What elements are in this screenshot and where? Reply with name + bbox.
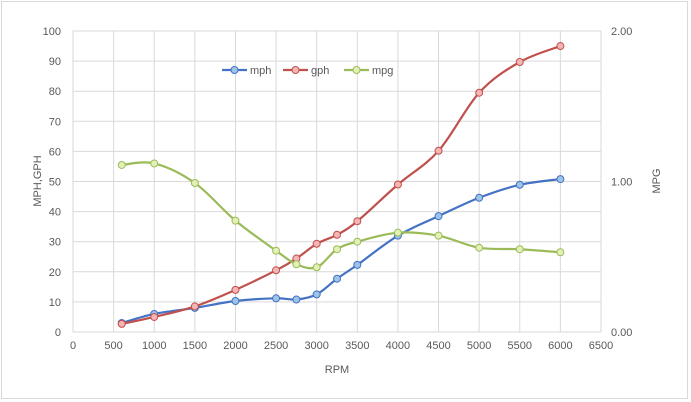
y2-axis-label: MPG xyxy=(651,168,663,193)
x-tick-label: 3000 xyxy=(304,340,328,352)
y-tick-label: 30 xyxy=(49,237,61,249)
series-line-mpg xyxy=(121,161,561,270)
x-tick-label: 500 xyxy=(104,340,122,352)
data-point-mpg xyxy=(515,245,524,254)
data-point-gph xyxy=(312,239,321,248)
y-tick-label: 0 xyxy=(55,327,61,339)
x-tick-label: 2500 xyxy=(264,340,288,352)
y-tick-label: 40 xyxy=(49,207,61,219)
data-point-mpg xyxy=(190,179,199,188)
legend-label: gph xyxy=(311,65,329,77)
data-point-mpg xyxy=(556,248,565,257)
data-point-mpg xyxy=(117,160,126,169)
data-point-mpg xyxy=(475,243,484,252)
x-tick-label: 4000 xyxy=(386,340,410,352)
y-tick-label: 10 xyxy=(49,297,61,309)
x-tick-label: 4500 xyxy=(426,340,450,352)
data-point-mph xyxy=(556,175,565,184)
data-point-mpg xyxy=(312,263,321,272)
y2-tick-labels: 0.00 1.00 2.00 xyxy=(611,26,632,339)
y-tick-label: 90 xyxy=(49,56,61,68)
data-point-mpg xyxy=(150,159,159,168)
legend-item-gph: gph xyxy=(283,65,329,77)
data-point-gph xyxy=(475,88,484,97)
data-point-gph xyxy=(393,180,402,189)
legend-label: mpg xyxy=(372,65,393,77)
y-tick-label: 80 xyxy=(49,86,61,98)
series-line-mph xyxy=(121,178,561,325)
series-lines xyxy=(117,42,565,328)
data-point-gph xyxy=(434,146,443,155)
data-point-gph xyxy=(117,319,126,328)
y-tick-labels: 0 10 20 30 40 50 60 70 80 90 100 xyxy=(43,26,61,339)
data-point-mph xyxy=(434,212,443,221)
y2-tick-label: 2.00 xyxy=(611,26,632,38)
legend-item-mpg: mpg xyxy=(344,65,393,77)
x-axis-label: RPM xyxy=(325,364,349,376)
y2-tick-label: 0.00 xyxy=(611,327,632,339)
data-point-mpg xyxy=(333,245,341,254)
data-point-mph xyxy=(333,274,341,283)
legend: mph gph mpg xyxy=(222,65,393,77)
x-tick-label: 6500 xyxy=(589,340,613,352)
x-tick-label: 5000 xyxy=(467,340,491,352)
data-point-mpg xyxy=(434,231,443,240)
y-tick-label: 50 xyxy=(49,177,61,189)
y-tick-label: 70 xyxy=(49,116,61,128)
data-point-mpg xyxy=(272,246,281,255)
x-tick-label: 0 xyxy=(70,340,76,352)
data-point-mph xyxy=(312,290,321,299)
x-tick-label: 3500 xyxy=(345,340,369,352)
data-point-mpg xyxy=(353,237,362,246)
legend-marker xyxy=(230,66,239,74)
legend-label: mph xyxy=(250,65,271,77)
data-point-mpg xyxy=(231,216,240,225)
legend-item-mph: mph xyxy=(222,65,271,77)
legend-marker xyxy=(291,66,300,74)
data-point-gph xyxy=(556,42,565,51)
x-tick-label: 1000 xyxy=(142,340,166,352)
y2-tick-label: 1.00 xyxy=(611,177,632,189)
x-tick-label: 2000 xyxy=(223,340,247,352)
data-point-mph xyxy=(292,295,301,304)
y-axis-label: MPH,GPH xyxy=(32,155,44,206)
data-point-gph xyxy=(231,285,240,294)
data-point-mpg xyxy=(393,228,402,237)
series-line-gph xyxy=(121,45,561,325)
y-tick-label: 20 xyxy=(49,267,61,279)
x-tick-label: 6000 xyxy=(548,340,572,352)
data-point-mph xyxy=(353,260,362,269)
data-point-gph xyxy=(333,230,341,239)
data-point-gph xyxy=(353,217,362,226)
x-tick-labels: 0 500 1000 1500 2000 2500 3000 3500 4000 4500 5000… xyxy=(70,340,613,352)
data-point-mph xyxy=(231,296,240,305)
legend-marker xyxy=(352,66,361,74)
data-point-gph xyxy=(272,266,281,275)
data-point-mph xyxy=(515,180,524,189)
data-point-gph xyxy=(190,302,199,311)
data-point-gph xyxy=(150,312,159,321)
y-tick-label: 100 xyxy=(43,26,61,38)
data-point-mpg xyxy=(292,260,301,269)
data-point-gph xyxy=(515,58,524,67)
x-tick-label: 5500 xyxy=(508,340,532,352)
x-tick-label: 1500 xyxy=(183,340,207,352)
y-tick-label: 60 xyxy=(49,146,61,158)
data-point-mph xyxy=(272,294,281,303)
data-point-mph xyxy=(475,193,484,202)
